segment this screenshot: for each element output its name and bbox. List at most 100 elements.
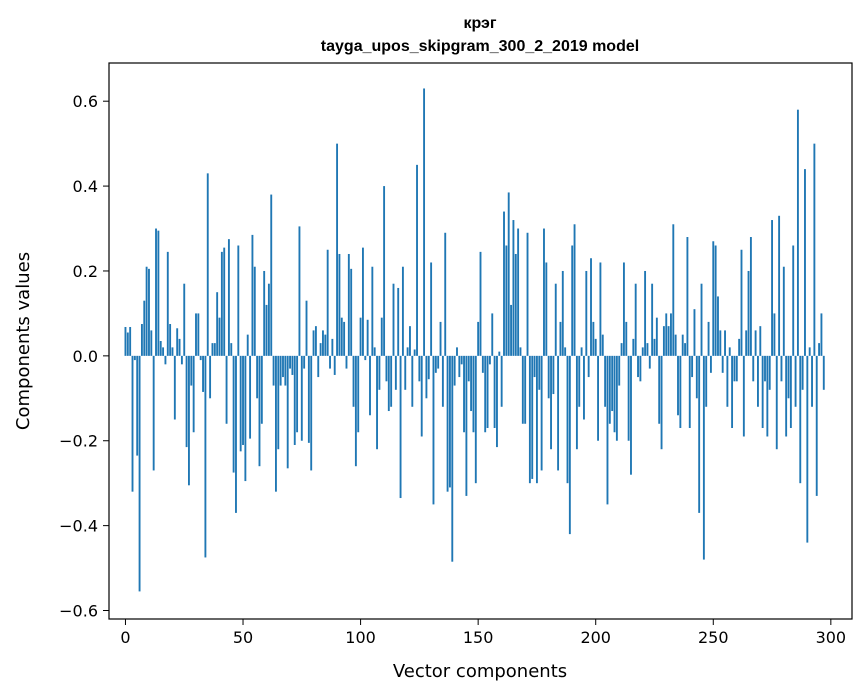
bar	[329, 355, 331, 369]
bar	[380, 317, 383, 356]
bar	[357, 355, 360, 433]
bar	[416, 164, 418, 356]
bar	[296, 355, 299, 433]
bar	[660, 355, 663, 450]
bar	[333, 355, 336, 375]
bar	[740, 249, 743, 356]
bar	[364, 355, 367, 361]
bar	[392, 283, 395, 356]
bar	[350, 268, 353, 356]
bar	[397, 287, 400, 356]
bar	[293, 355, 296, 445]
bar	[601, 334, 604, 356]
bar	[731, 355, 734, 428]
bar	[209, 355, 212, 399]
bar	[752, 355, 755, 382]
bar	[662, 326, 665, 356]
bar	[326, 249, 329, 356]
bar	[347, 253, 350, 356]
bar	[258, 355, 261, 467]
bar	[775, 355, 778, 450]
bar	[514, 253, 517, 356]
bar	[343, 321, 346, 356]
bar	[550, 355, 552, 450]
bar	[164, 355, 167, 365]
bar	[773, 313, 776, 356]
bar	[176, 328, 179, 356]
bar	[279, 355, 282, 386]
bar	[484, 355, 487, 433]
bar	[244, 355, 247, 482]
bar	[507, 192, 510, 356]
bar	[538, 355, 541, 390]
bar	[759, 326, 762, 356]
bar	[559, 321, 562, 356]
bar	[399, 355, 402, 499]
bar	[216, 292, 219, 356]
plot-frame	[108, 62, 853, 620]
bar	[143, 300, 146, 356]
bar	[162, 347, 165, 356]
bar	[728, 347, 731, 356]
bar	[425, 355, 428, 399]
bar	[190, 355, 193, 386]
bar	[206, 173, 209, 356]
bar	[613, 355, 616, 433]
bar	[277, 355, 280, 450]
bar	[312, 330, 315, 356]
y-tick-label: 0.0	[73, 347, 98, 366]
bar	[272, 355, 275, 386]
bar-series	[124, 88, 825, 592]
bar	[354, 355, 357, 467]
bar	[423, 88, 426, 356]
bar	[691, 355, 694, 378]
bar	[820, 313, 823, 356]
bar	[639, 355, 642, 382]
bar	[688, 355, 691, 428]
bar	[322, 330, 324, 356]
bar	[183, 283, 186, 356]
bar	[199, 355, 202, 361]
bar	[684, 343, 686, 356]
bar	[644, 270, 647, 356]
bar	[284, 355, 287, 386]
bar	[340, 317, 343, 356]
bar	[822, 355, 825, 390]
bar	[754, 330, 757, 356]
x-tick-label: 150	[463, 628, 494, 647]
x-tick-label: 0	[120, 628, 130, 647]
y-axis-label: Components values	[13, 252, 34, 430]
bar	[265, 304, 268, 356]
bar	[766, 355, 769, 437]
bar	[159, 341, 162, 356]
bar	[712, 241, 715, 356]
bar	[547, 355, 550, 399]
bar	[242, 355, 244, 445]
bar	[503, 211, 505, 356]
bar	[270, 194, 273, 356]
bar	[785, 355, 788, 437]
bar	[486, 355, 489, 428]
bar	[185, 355, 188, 448]
bar	[594, 338, 597, 356]
bar	[420, 355, 423, 437]
bar	[517, 228, 520, 356]
bar	[500, 355, 503, 407]
bar	[180, 355, 183, 365]
chart-subtitle: tayga_upos_skipgram_300_2_2019 model	[321, 38, 639, 55]
bar	[439, 321, 442, 356]
bar	[458, 355, 461, 378]
bar	[319, 343, 322, 356]
bar	[493, 355, 496, 428]
bar	[427, 355, 430, 380]
bar	[615, 355, 618, 441]
bar	[787, 355, 790, 399]
x-tick-label: 100	[345, 628, 376, 647]
bar	[232, 355, 235, 473]
bar	[655, 317, 658, 356]
bar	[585, 270, 588, 356]
bar	[437, 355, 440, 369]
bar	[467, 355, 470, 382]
bar	[709, 355, 712, 373]
